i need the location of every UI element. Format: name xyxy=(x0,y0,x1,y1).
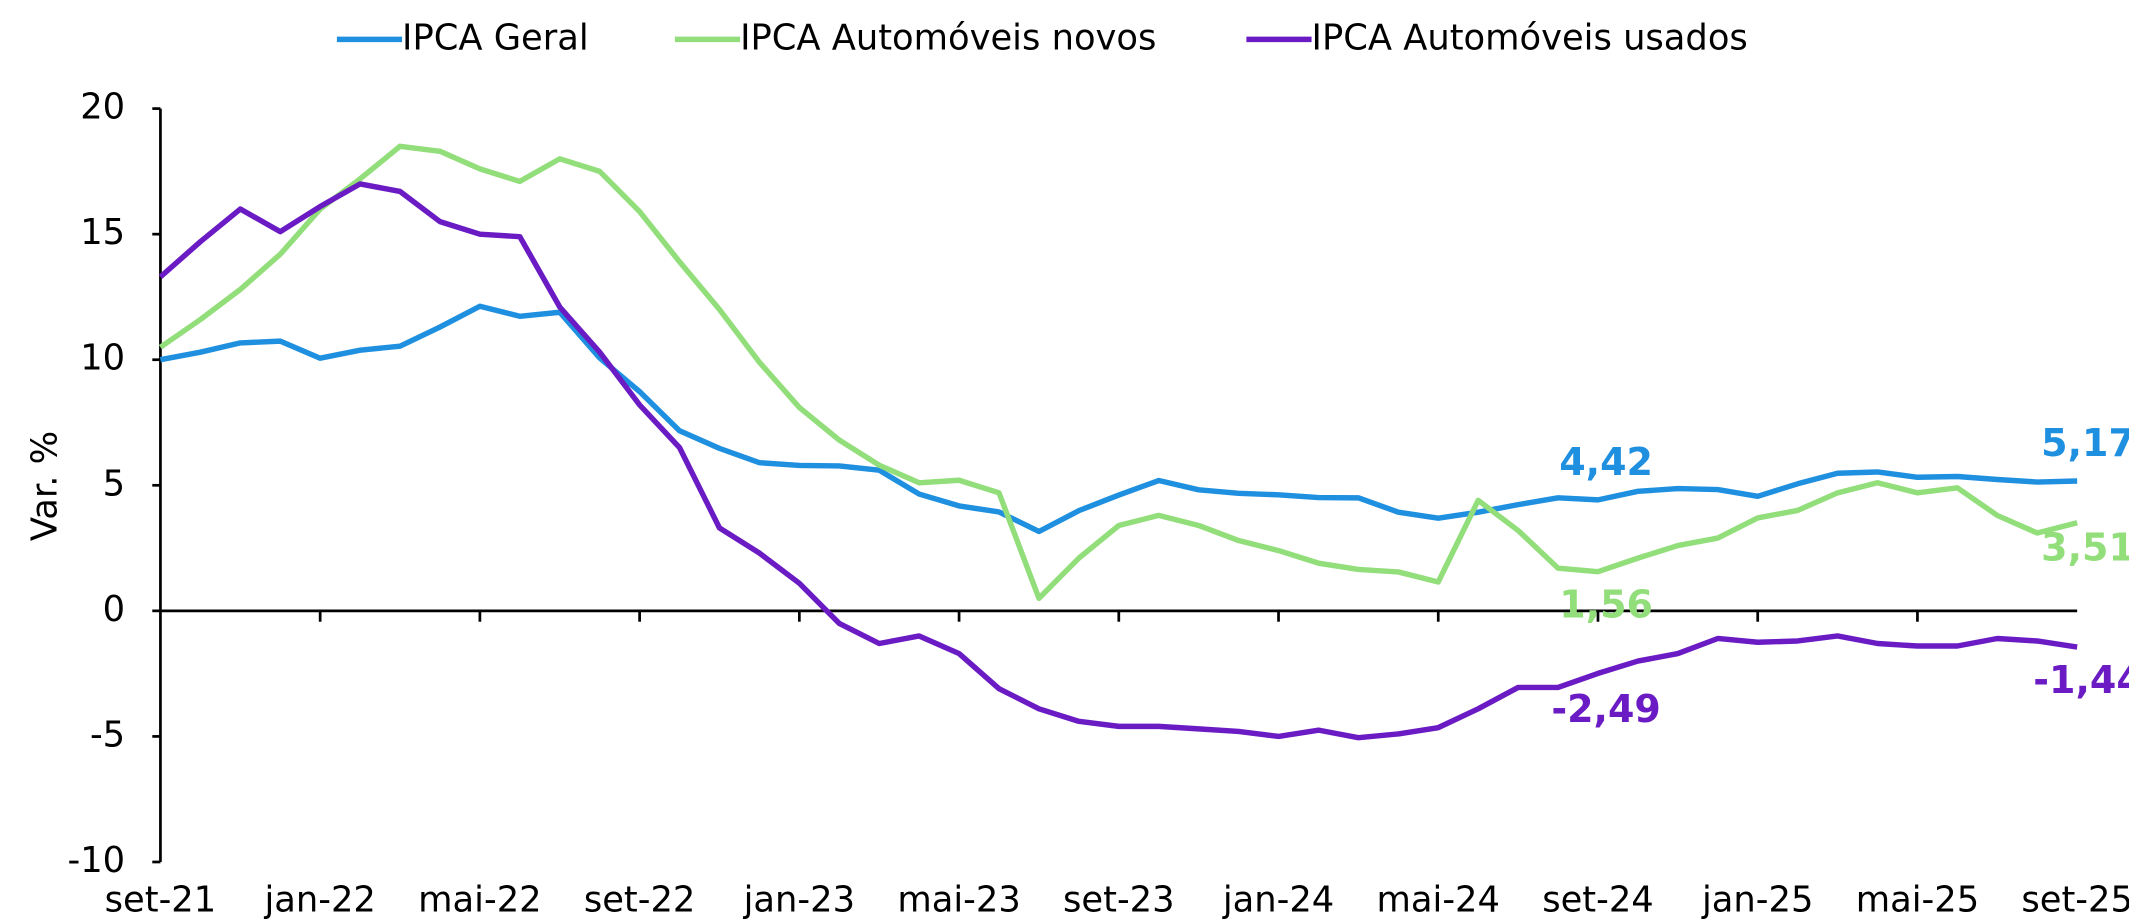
x-tick-label: jan-22 xyxy=(263,879,375,919)
x-tick-label: mai-25 xyxy=(1856,879,1979,919)
value-label: -2,49 xyxy=(1551,687,1661,731)
x-tick-label: jan-25 xyxy=(1701,879,1813,919)
x-tick-label: set-24 xyxy=(1542,879,1654,919)
series-line xyxy=(158,143,2078,602)
y-tick-label: 10 xyxy=(80,338,125,379)
x-tick-label: mai-22 xyxy=(418,879,541,919)
legend-label: IPCA Geral xyxy=(402,17,589,58)
x-tick-label: set-21 xyxy=(105,879,217,919)
x-tick-label: set-23 xyxy=(1063,879,1175,919)
x-tick-label: mai-24 xyxy=(1377,879,1500,919)
legend-label: IPCA Automóveis novos xyxy=(740,17,1156,58)
value-label: 5,17 xyxy=(2041,421,2129,465)
x-tick-label: jan-24 xyxy=(1222,879,1334,919)
y-tick-label: 0 xyxy=(103,589,125,630)
x-tick-label: jan-23 xyxy=(743,879,855,919)
y-tick-label: -5 xyxy=(90,714,125,755)
series-line xyxy=(158,181,2078,741)
y-axis-label: Var. % xyxy=(24,431,65,541)
x-tick-label: set-25 xyxy=(2021,879,2129,919)
value-label: 1,56 xyxy=(1559,582,1653,626)
legend-label: IPCA Automóveis usados xyxy=(1312,17,1748,58)
value-label: 3,51 xyxy=(2041,525,2129,569)
value-label: 4,42 xyxy=(1559,440,1653,484)
value-label: -1,44 xyxy=(2033,658,2129,702)
y-tick-label: 5 xyxy=(103,463,125,504)
y-tick-label: 20 xyxy=(80,87,125,128)
y-tick-label: -10 xyxy=(68,840,126,881)
x-tick-label: set-22 xyxy=(584,879,696,919)
series-line xyxy=(159,303,2078,535)
y-tick-label: 15 xyxy=(80,212,125,253)
x-tick-label: mai-23 xyxy=(897,879,1020,919)
